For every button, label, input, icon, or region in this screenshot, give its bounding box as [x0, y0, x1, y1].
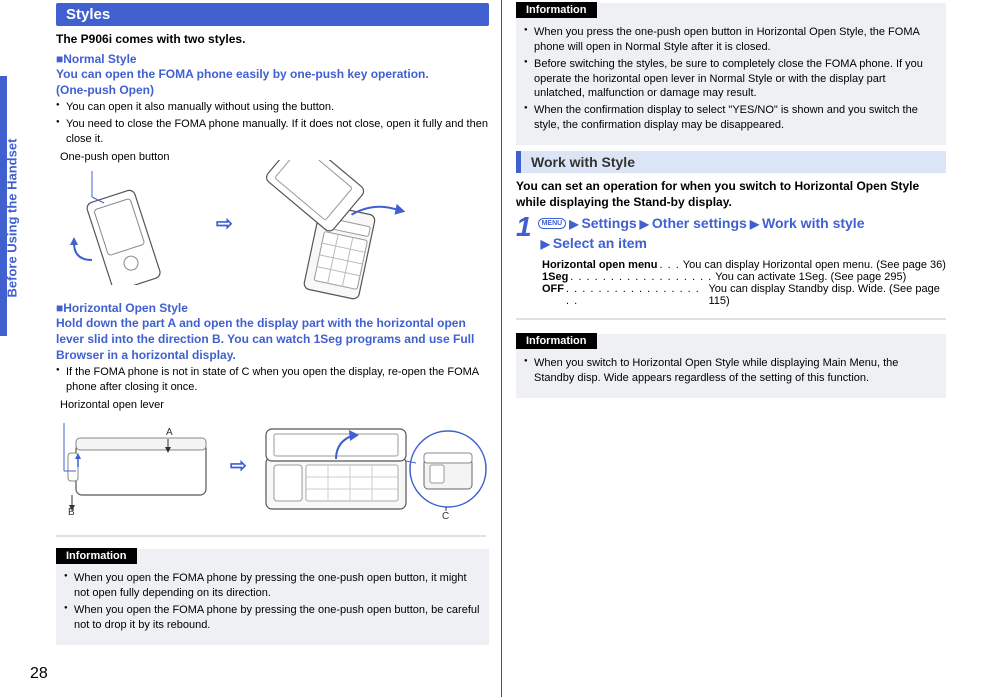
horizontal-bullets: If the FOMA phone is not in state of C w… [56, 365, 489, 395]
styles-title: Styles [56, 3, 489, 26]
info-box-3: Information When you switch to Horizonta… [516, 334, 946, 398]
info-label: Information [56, 548, 137, 564]
info-label: Information [516, 2, 597, 18]
option-row: 1Seg . . . . . . . . . . . . . . . . . .… [542, 271, 946, 283]
option-key: Horizontal open menu [542, 259, 658, 271]
phone-hor-open-illustration: C [256, 411, 496, 531]
info-box-2: Information When you press the one-push … [516, 3, 946, 145]
path-settings: Settings [581, 215, 636, 231]
list-item: When the confirmation display to select … [524, 103, 938, 133]
list-item: When you press the one-push open button … [524, 25, 938, 55]
normal-style-desc2: (One-push Open) [56, 82, 489, 98]
left-column: Styles The P906i comes with two styles. … [56, 0, 501, 697]
option-value: You can activate 1Seg. (See page 295) [715, 271, 906, 283]
step-path-line1: MENU▶Settings▶Other settings▶Work with s… [538, 214, 865, 234]
work-desc: You can set an operation for when you sw… [516, 178, 946, 210]
side-tab: Before Using the Handset [0, 40, 18, 300]
step-1: 1 MENU▶Settings▶Other settings▶Work with… [516, 214, 946, 253]
option-dots: . . . [660, 259, 680, 271]
caret-icon: ▶ [750, 217, 759, 231]
menu-button-icon: MENU [538, 218, 567, 229]
horizontal-style-desc: Hold down the part A and open the displa… [56, 315, 489, 364]
path-work: Work with style [762, 215, 864, 231]
normal-style-heading: ■Normal Style [56, 52, 489, 66]
option-key: 1Seg [542, 271, 568, 283]
side-tab-label: Before Using the Handset [5, 98, 20, 298]
right-column: Information When you press the one-push … [501, 0, 946, 697]
option-dots: . . . . . . . . . . . . . . . . . . [570, 271, 712, 283]
info-box-1: Information When you open the FOMA phone… [56, 549, 489, 644]
arrow-right-icon: ⇨ [230, 453, 247, 478]
list-item: When you switch to Horizontal Open Style… [524, 356, 938, 386]
horizontal-style-heading: ■Horizontal Open Style [56, 301, 489, 315]
arrow-right-icon: ⇨ [216, 211, 233, 236]
option-value: You can display Horizontal open menu. (S… [683, 259, 946, 271]
info-label: Information [516, 333, 597, 349]
list-item: Before switching the styles, be sure to … [524, 57, 938, 102]
label-a: A [166, 427, 173, 438]
option-row: OFF . . . . . . . . . . . . . . . . . . … [542, 283, 946, 307]
list-item: If the FOMA phone is not in state of C w… [56, 365, 489, 395]
options-list: Horizontal open menu . . . You can displ… [542, 259, 946, 307]
info-bullets: When you open the FOMA phone by pressing… [64, 571, 481, 632]
caret-icon: ▶ [541, 237, 550, 251]
list-item: When you open the FOMA phone by pressing… [64, 603, 481, 633]
list-item: You need to close the FOMA phone manuall… [56, 117, 489, 147]
horizontal-style-diagram: A B ⇨ [56, 413, 489, 523]
work-with-style-title: Work with Style [516, 151, 946, 173]
path-other: Other settings [652, 215, 747, 231]
styles-intro: The P906i comes with two styles. [56, 32, 489, 46]
phone-open-illustration [246, 160, 476, 300]
option-dots: . . . . . . . . . . . . . . . . . . . [566, 283, 705, 307]
info-bullets: When you press the one-push open button … [524, 25, 938, 133]
horizontal-lever-caption: Horizontal open lever [60, 399, 489, 411]
caret-icon: ▶ [569, 217, 578, 231]
page-number: 28 [30, 665, 48, 683]
divider-line [516, 315, 946, 323]
option-row: Horizontal open menu . . . You can displ… [542, 259, 946, 271]
phone-closed-illustration [56, 165, 206, 285]
normal-style-diagram: ⇨ [56, 165, 489, 295]
divider-line [56, 534, 489, 538]
option-key: OFF [542, 283, 564, 307]
phone-hor-closed-illustration: A B [56, 413, 226, 523]
normal-bullets: You can open it also manually without us… [56, 100, 489, 147]
info-bullets: When you switch to Horizontal Open Style… [524, 356, 938, 386]
caret-icon: ▶ [640, 217, 649, 231]
label-c: C [442, 511, 449, 522]
step-path-line2: ▶Select an item [538, 234, 865, 254]
path-select: Select an item [553, 235, 647, 251]
list-item: When you open the FOMA phone by pressing… [64, 571, 481, 601]
normal-style-desc1: You can open the FOMA phone easily by on… [56, 66, 489, 82]
option-value: You can display Standby disp. Wide. (See… [708, 283, 946, 307]
list-item: You can open it also manually without us… [56, 100, 489, 115]
step-number: 1 [516, 214, 532, 239]
